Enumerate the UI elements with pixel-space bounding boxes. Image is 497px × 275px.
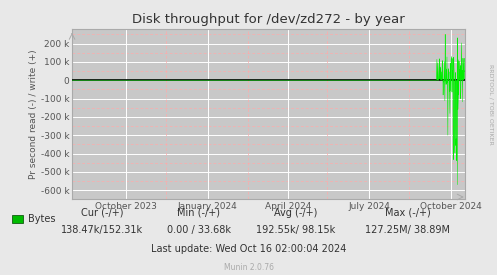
Text: Bytes: Bytes [28,214,56,224]
FancyBboxPatch shape [12,215,23,223]
Text: 0.00 / 33.68k: 0.00 / 33.68k [167,225,231,235]
Text: Munin 2.0.76: Munin 2.0.76 [224,263,273,272]
Text: Cur (-/+): Cur (-/+) [81,208,123,218]
Text: RRDTOOL / TOBI OETIKER: RRDTOOL / TOBI OETIKER [489,64,494,145]
Y-axis label: Pr second read (-) / write (+): Pr second read (-) / write (+) [29,49,38,179]
Text: Max (-/+): Max (-/+) [385,208,430,218]
Text: 192.55k/ 98.15k: 192.55k/ 98.15k [256,225,335,235]
Title: Disk throughput for /dev/zd272 - by year: Disk throughput for /dev/zd272 - by year [132,13,405,26]
Text: 138.47k/152.31k: 138.47k/152.31k [61,225,143,235]
Text: 127.25M/ 38.89M: 127.25M/ 38.89M [365,225,450,235]
Text: Last update: Wed Oct 16 02:00:04 2024: Last update: Wed Oct 16 02:00:04 2024 [151,244,346,254]
Text: Min (-/+): Min (-/+) [177,208,220,218]
Text: Avg (-/+): Avg (-/+) [274,208,318,218]
